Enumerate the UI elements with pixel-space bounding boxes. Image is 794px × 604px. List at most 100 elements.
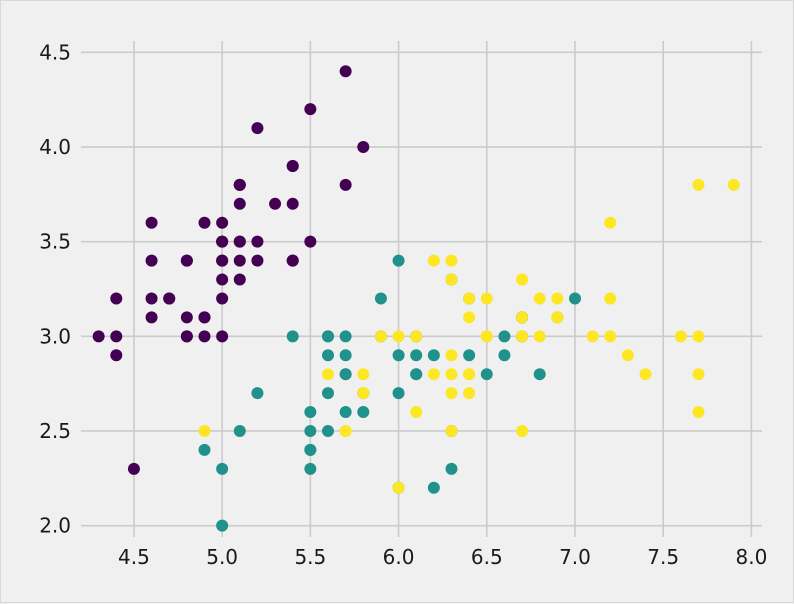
data-point-class-1	[304, 424, 317, 437]
data-point-class-2	[692, 406, 705, 419]
y-axis-ticks: 2.0 2.5 3.0 3.5 4.0 4.5	[39, 40, 71, 537]
data-point-class-1	[321, 387, 334, 400]
data-point-class-2	[374, 330, 387, 343]
data-point-class-2	[604, 292, 617, 305]
data-point-class-1	[216, 519, 229, 532]
data-point-class-1	[304, 462, 317, 475]
data-point-class-2	[445, 424, 458, 437]
data-point-class-2	[621, 349, 634, 362]
data-point-class-1	[304, 406, 317, 419]
data-point-class-1	[357, 406, 370, 419]
data-point-class-2	[692, 330, 705, 343]
data-point-class-2	[639, 368, 652, 381]
y-tick-label: 3.5	[39, 230, 71, 254]
data-point-class-0	[145, 292, 158, 305]
data-point-class-2	[427, 254, 440, 267]
data-point-class-1	[251, 387, 264, 400]
data-point-class-2	[604, 330, 617, 343]
data-point-class-1	[233, 424, 246, 437]
data-point-class-0	[180, 254, 193, 267]
data-point-class-0	[233, 273, 246, 286]
data-point-class-2	[516, 424, 529, 437]
data-point-class-2	[198, 424, 211, 437]
data-point-class-2	[533, 292, 546, 305]
x-axis-ticks: 4.5 5.0 5.5 6.0 6.5 7.0 7.5 8.0	[118, 545, 767, 569]
data-point-class-0	[286, 197, 299, 210]
data-point-class-1	[463, 349, 476, 362]
x-tick-label: 7.5	[647, 545, 679, 569]
data-point-class-2	[727, 178, 740, 191]
data-point-class-2	[692, 368, 705, 381]
data-point-class-2	[463, 368, 476, 381]
y-tick-label: 2.5	[39, 419, 71, 443]
x-tick-label: 5.0	[206, 545, 238, 569]
x-tick-label: 8.0	[736, 545, 768, 569]
data-point-class-0	[286, 159, 299, 172]
data-point-class-1	[374, 292, 387, 305]
data-point-class-2	[480, 330, 493, 343]
data-point-class-2	[463, 311, 476, 324]
data-point-class-2	[321, 368, 334, 381]
data-point-class-2	[516, 273, 529, 286]
data-point-class-2	[480, 292, 493, 305]
data-point-class-0	[180, 330, 193, 343]
data-point-class-0	[251, 122, 264, 135]
y-tick-label: 4.5	[39, 40, 71, 64]
grid-lines	[81, 41, 762, 537]
data-point-class-2	[357, 387, 370, 400]
data-point-class-2	[674, 330, 687, 343]
data-point-class-1	[427, 349, 440, 362]
data-point-class-1	[410, 368, 423, 381]
data-point-class-2	[463, 387, 476, 400]
data-point-class-2	[445, 273, 458, 286]
data-point-class-0	[216, 254, 229, 267]
data-point-class-0	[216, 235, 229, 248]
data-point-class-1	[216, 462, 229, 475]
data-point-class-1	[533, 368, 546, 381]
x-tick-label: 5.5	[294, 545, 326, 569]
data-point-class-1	[410, 349, 423, 362]
data-point-class-1	[392, 349, 405, 362]
data-point-class-0	[304, 235, 317, 248]
data-point-class-0	[198, 311, 211, 324]
data-point-class-0	[92, 330, 105, 343]
data-point-class-1	[321, 349, 334, 362]
data-point-class-0	[216, 273, 229, 286]
data-point-class-0	[180, 311, 193, 324]
data-point-class-0	[145, 311, 158, 324]
data-point-class-2	[410, 406, 423, 419]
data-point-class-2	[551, 311, 564, 324]
data-point-class-1	[498, 330, 511, 343]
data-point-class-1	[339, 368, 352, 381]
data-point-class-2	[463, 292, 476, 305]
data-point-class-0	[357, 141, 370, 154]
data-point-class-2	[533, 330, 546, 343]
data-point-class-1	[445, 462, 458, 475]
data-point-class-0	[339, 178, 352, 191]
y-tick-label: 2.0	[39, 514, 71, 538]
data-point-class-2	[445, 387, 458, 400]
data-point-class-1	[198, 443, 211, 456]
data-point-class-1	[321, 330, 334, 343]
data-point-class-2	[392, 481, 405, 494]
data-point-class-0	[251, 254, 264, 267]
data-point-class-2	[445, 254, 458, 267]
data-point-class-2	[392, 330, 405, 343]
data-point-class-1	[304, 443, 317, 456]
data-point-class-2	[410, 330, 423, 343]
data-point-class-0	[233, 254, 246, 267]
data-point-class-1	[568, 292, 581, 305]
y-tick-label: 4.0	[39, 135, 71, 159]
data-point-class-2	[692, 178, 705, 191]
data-point-class-0	[216, 330, 229, 343]
data-point-class-0	[127, 462, 140, 475]
data-point-class-0	[269, 197, 282, 210]
data-point-class-2	[427, 368, 440, 381]
data-point-class-0	[233, 235, 246, 248]
data-point-class-1	[392, 254, 405, 267]
data-point-class-0	[216, 292, 229, 305]
data-point-class-2	[445, 368, 458, 381]
data-point-class-2	[516, 330, 529, 343]
